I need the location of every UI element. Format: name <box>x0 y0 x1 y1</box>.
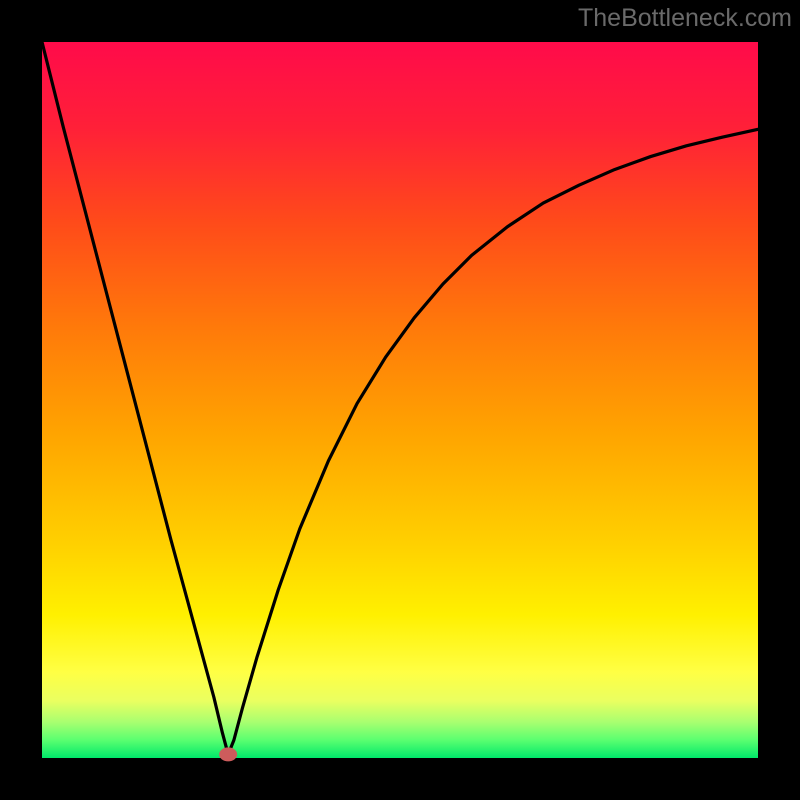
plot-background <box>42 42 758 758</box>
curve-minimum-marker <box>219 747 237 761</box>
bottleneck-chart <box>0 0 800 800</box>
chart-container: TheBottleneck.com <box>0 0 800 800</box>
watermark-text: TheBottleneck.com <box>578 4 792 33</box>
